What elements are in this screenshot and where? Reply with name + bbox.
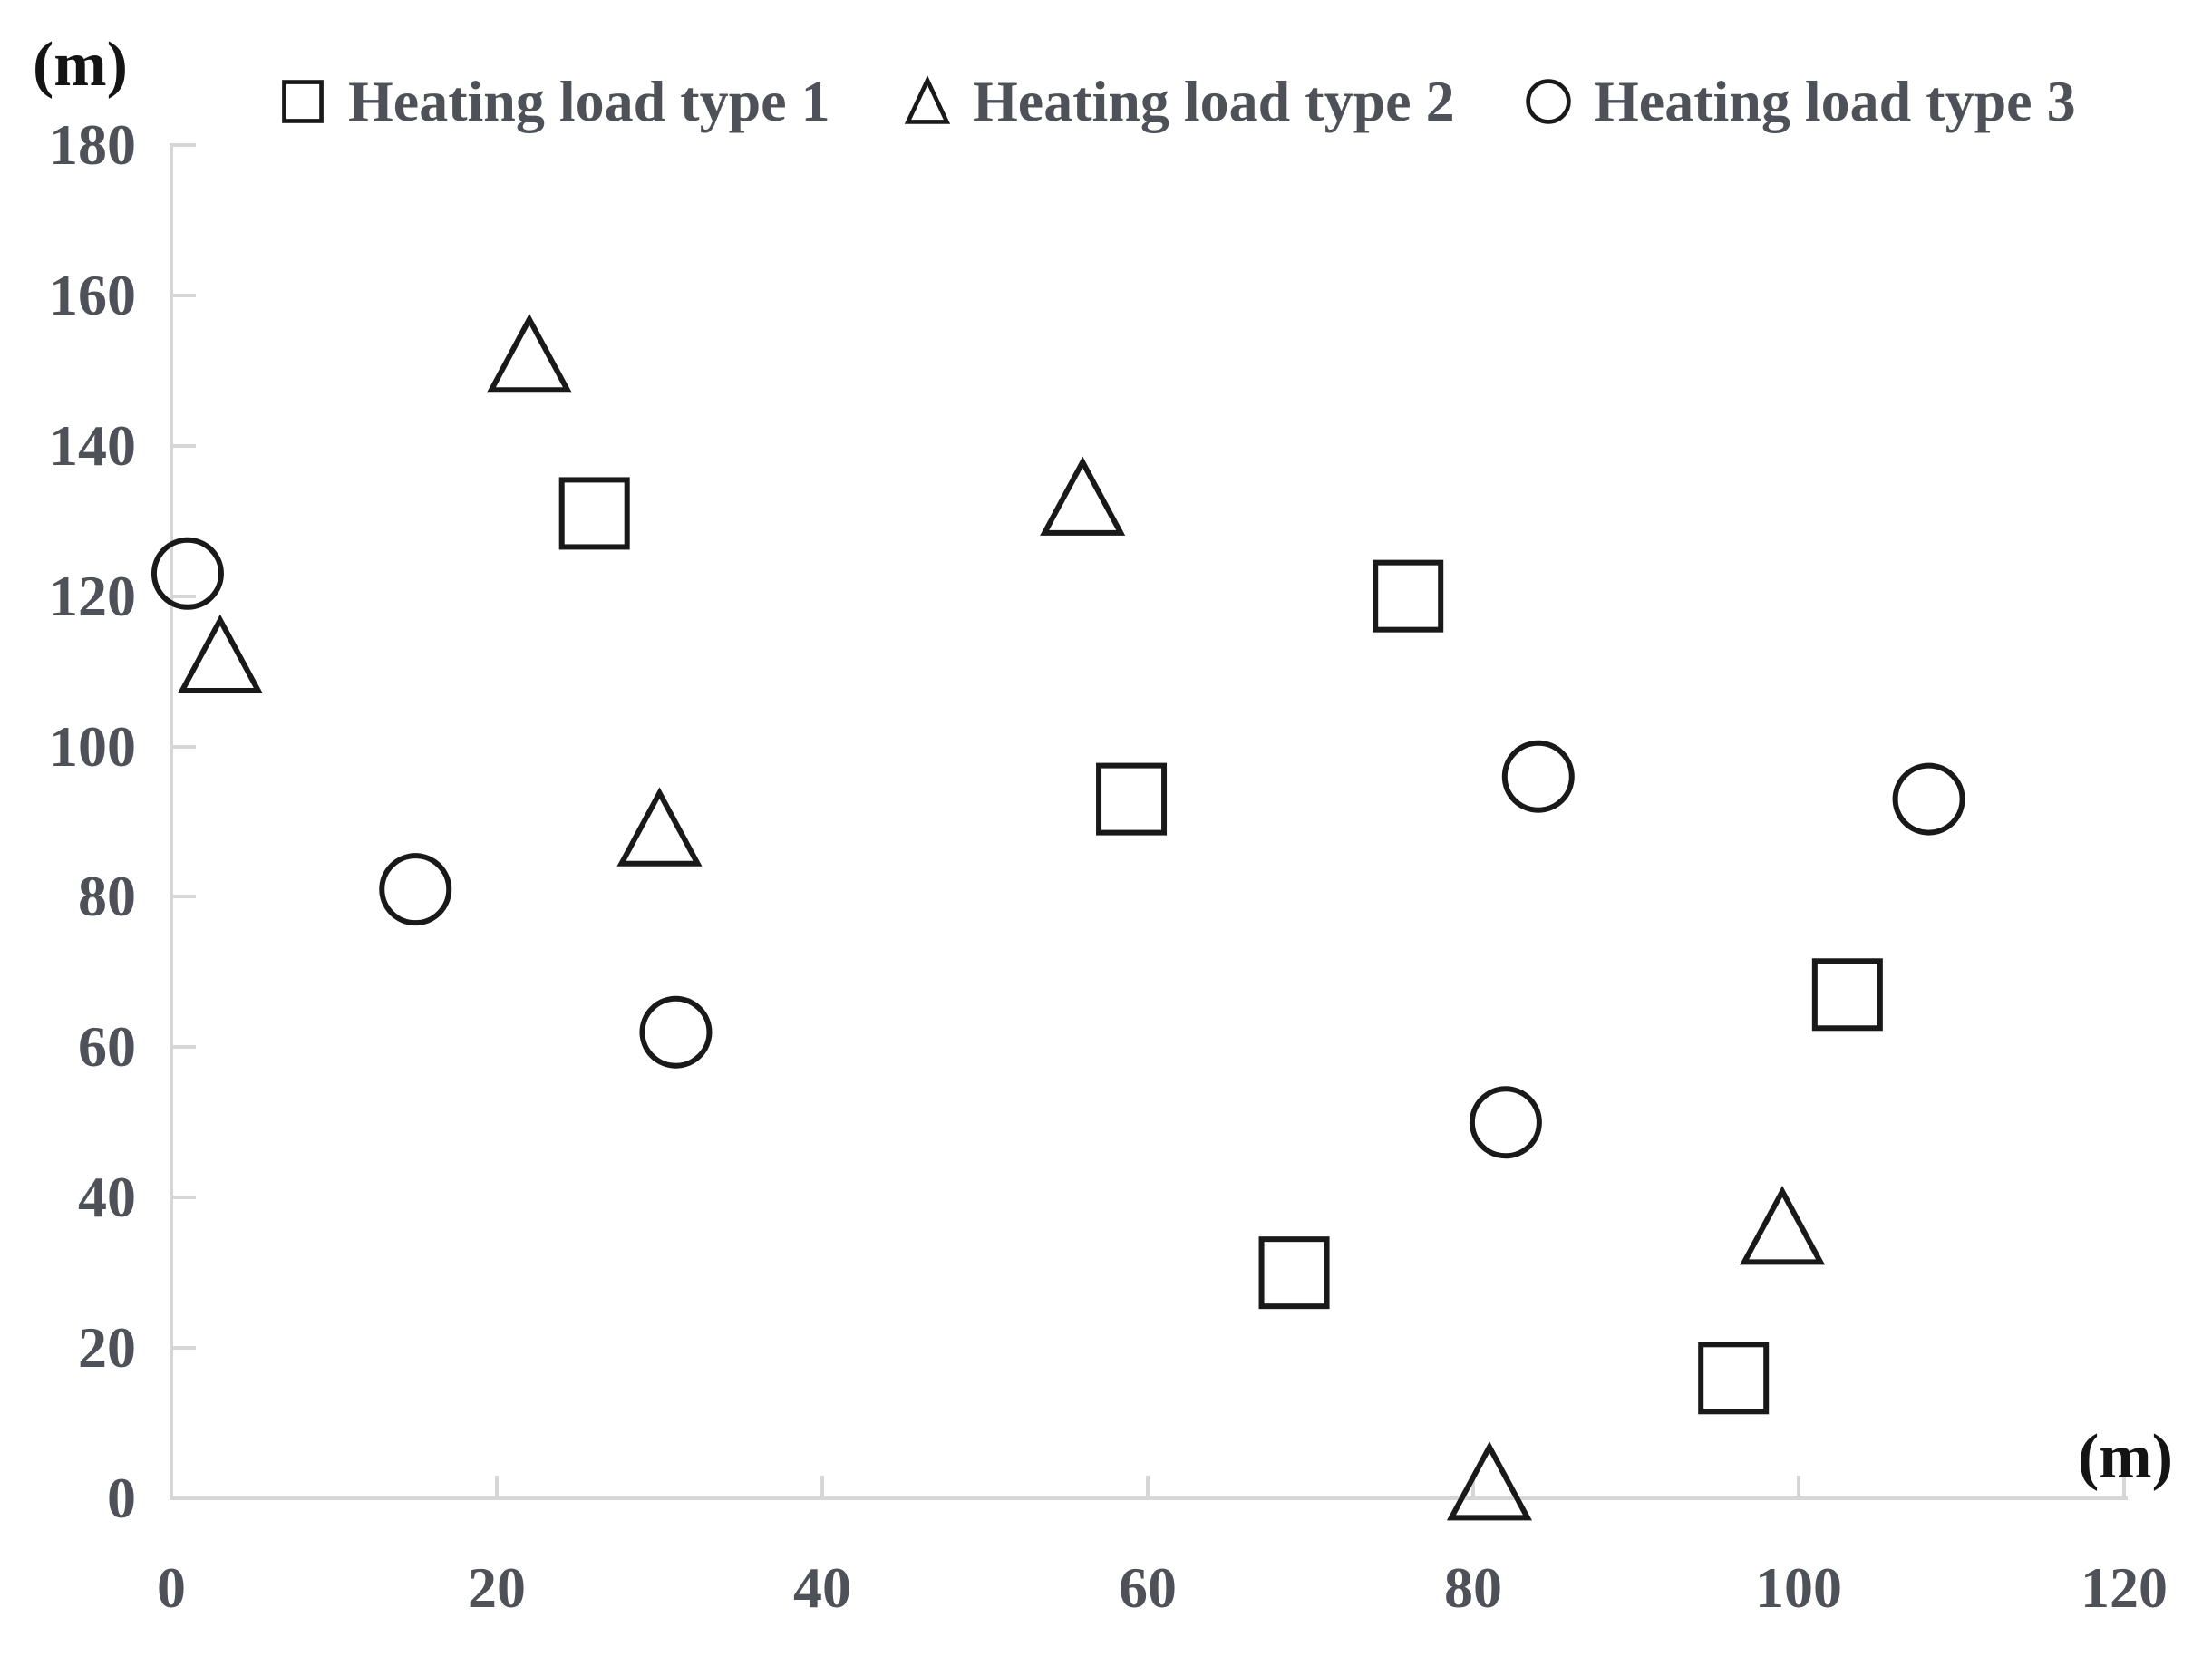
x-axis-tick [1146, 1476, 1150, 1498]
y-axis-tick [173, 1346, 196, 1351]
data-point-marker-series-3 [379, 853, 452, 926]
circle-legend-icon [1526, 79, 1571, 124]
data-point-marker-series-3 [1501, 740, 1575, 813]
circle-marker-icon [1526, 79, 1571, 124]
y-axis-tick [173, 744, 196, 749]
x-axis-tick-label: 40 [793, 1555, 851, 1620]
y-axis-tick-label: 140 [49, 412, 136, 478]
y-axis-tick-label: 0 [107, 1466, 136, 1530]
data-point-marker-series-3 [639, 995, 713, 1069]
legend-label: Heating load type 1 [348, 69, 830, 133]
y-axis-tick [173, 443, 196, 448]
x-axis-tick-label: 20 [468, 1555, 526, 1620]
data-point-marker-series-3 [1892, 762, 1965, 836]
data-point-marker-series-2 [1040, 456, 1126, 536]
legend-label: Heating load type 3 [1594, 69, 2076, 133]
data-point-marker-series-1 [1698, 1342, 1770, 1415]
data-point-marker-series-1 [1811, 958, 1883, 1032]
legend-label: Heating load type 2 [973, 69, 1455, 133]
y-axis-tick-label: 80 [78, 864, 136, 929]
y-axis-tick [173, 1045, 196, 1050]
data-point-marker-series-1 [558, 477, 630, 550]
data-point-marker-series-3 [1469, 1086, 1542, 1159]
y-axis-tick [173, 293, 196, 297]
x-axis-tick [1471, 1476, 1475, 1498]
legend-item-3: Heating load type 3 [1523, 56, 2076, 147]
square-legend-icon [282, 80, 324, 123]
legend: Heating load type 1 Heating load type 2 He… [0, 0, 2212, 181]
x-axis-tick [495, 1476, 499, 1498]
x-axis-tick [1797, 1476, 1800, 1498]
data-point-marker-series-2 [616, 787, 703, 867]
data-point-marker-series-2 [1740, 1186, 1826, 1265]
y-axis-tick [173, 143, 196, 147]
y-axis-tick-label: 180 [49, 112, 136, 177]
y-axis-tick [173, 895, 196, 899]
y-axis-tick [173, 594, 196, 598]
y-axis-line [170, 143, 173, 1500]
y-axis-tick [173, 1196, 196, 1200]
data-point-marker-series-2 [1446, 1441, 1532, 1521]
legend-item-2: Heating load type 2 [902, 56, 1455, 147]
data-point-marker-series-1 [1373, 559, 1444, 633]
y-axis-tick-label: 40 [78, 1165, 136, 1230]
x-axis-tick-label: 80 [1444, 1555, 1502, 1620]
x-axis-tick-label: 100 [1755, 1555, 1842, 1620]
y-axis-tick-label: 120 [49, 563, 136, 628]
x-axis-tick-label: 60 [1119, 1555, 1177, 1620]
y-axis-tick-label: 100 [49, 713, 136, 779]
data-point-marker-series-1 [1258, 1236, 1330, 1310]
triangle-marker-icon [904, 75, 951, 124]
y-axis-unit-label: (m) [33, 30, 128, 100]
x-axis-unit-label: (m) [2078, 1422, 2173, 1492]
y-axis-tick-label: 160 [49, 262, 136, 327]
data-point-marker-series-3 [150, 537, 224, 610]
y-axis-tick-label: 60 [78, 1014, 136, 1080]
x-axis-tick-label: 0 [157, 1555, 186, 1620]
x-axis-tick [820, 1476, 824, 1498]
data-point-marker-series-2 [177, 614, 263, 694]
square-marker-icon [282, 80, 324, 123]
x-axis-tick [2122, 1476, 2126, 1498]
data-point-marker-series-2 [486, 313, 572, 393]
x-axis-tick-label: 120 [2081, 1555, 2168, 1620]
triangle-legend-icon [904, 75, 951, 124]
legend-item-1: Heating load type 1 [277, 56, 830, 147]
y-axis-tick-label: 20 [78, 1315, 136, 1380]
data-point-marker-series-1 [1096, 762, 1168, 836]
x-axis-line [170, 1496, 2128, 1500]
